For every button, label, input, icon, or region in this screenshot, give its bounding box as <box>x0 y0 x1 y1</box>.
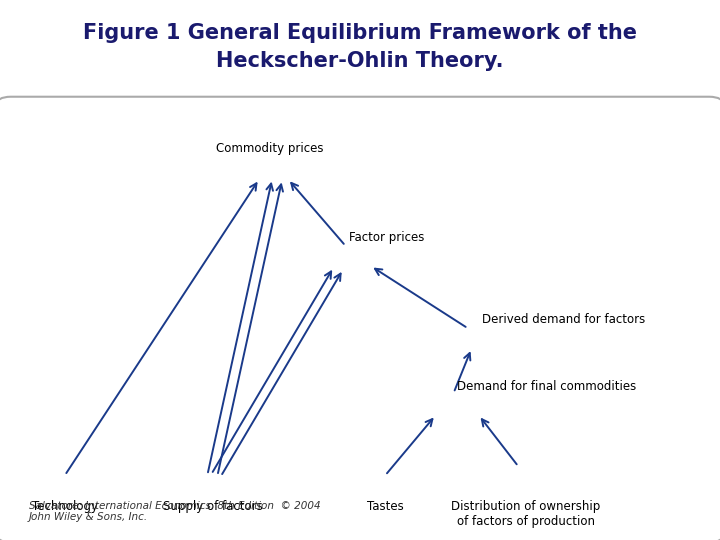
Text: Supply of factors: Supply of factors <box>163 500 262 513</box>
FancyBboxPatch shape <box>0 97 720 540</box>
Text: Technology: Technology <box>32 500 98 513</box>
Text: Demand for final commodities: Demand for final commodities <box>457 380 636 393</box>
Text: Salvatore: International Economics, 8th Edition  © 2004
John Wiley & Sons, Inc.: Salvatore: International Economics, 8th … <box>29 501 320 522</box>
Text: Commodity prices: Commodity prices <box>216 141 324 154</box>
Text: Distribution of ownership
of factors of production: Distribution of ownership of factors of … <box>451 500 600 528</box>
Text: Derived demand for factors: Derived demand for factors <box>482 313 646 326</box>
Text: Figure 1 General Equilibrium Framework of the
Heckscher-Ohlin Theory.: Figure 1 General Equilibrium Framework o… <box>83 23 637 71</box>
Text: Tastes: Tastes <box>366 500 404 513</box>
Text: Factor prices: Factor prices <box>349 231 425 244</box>
